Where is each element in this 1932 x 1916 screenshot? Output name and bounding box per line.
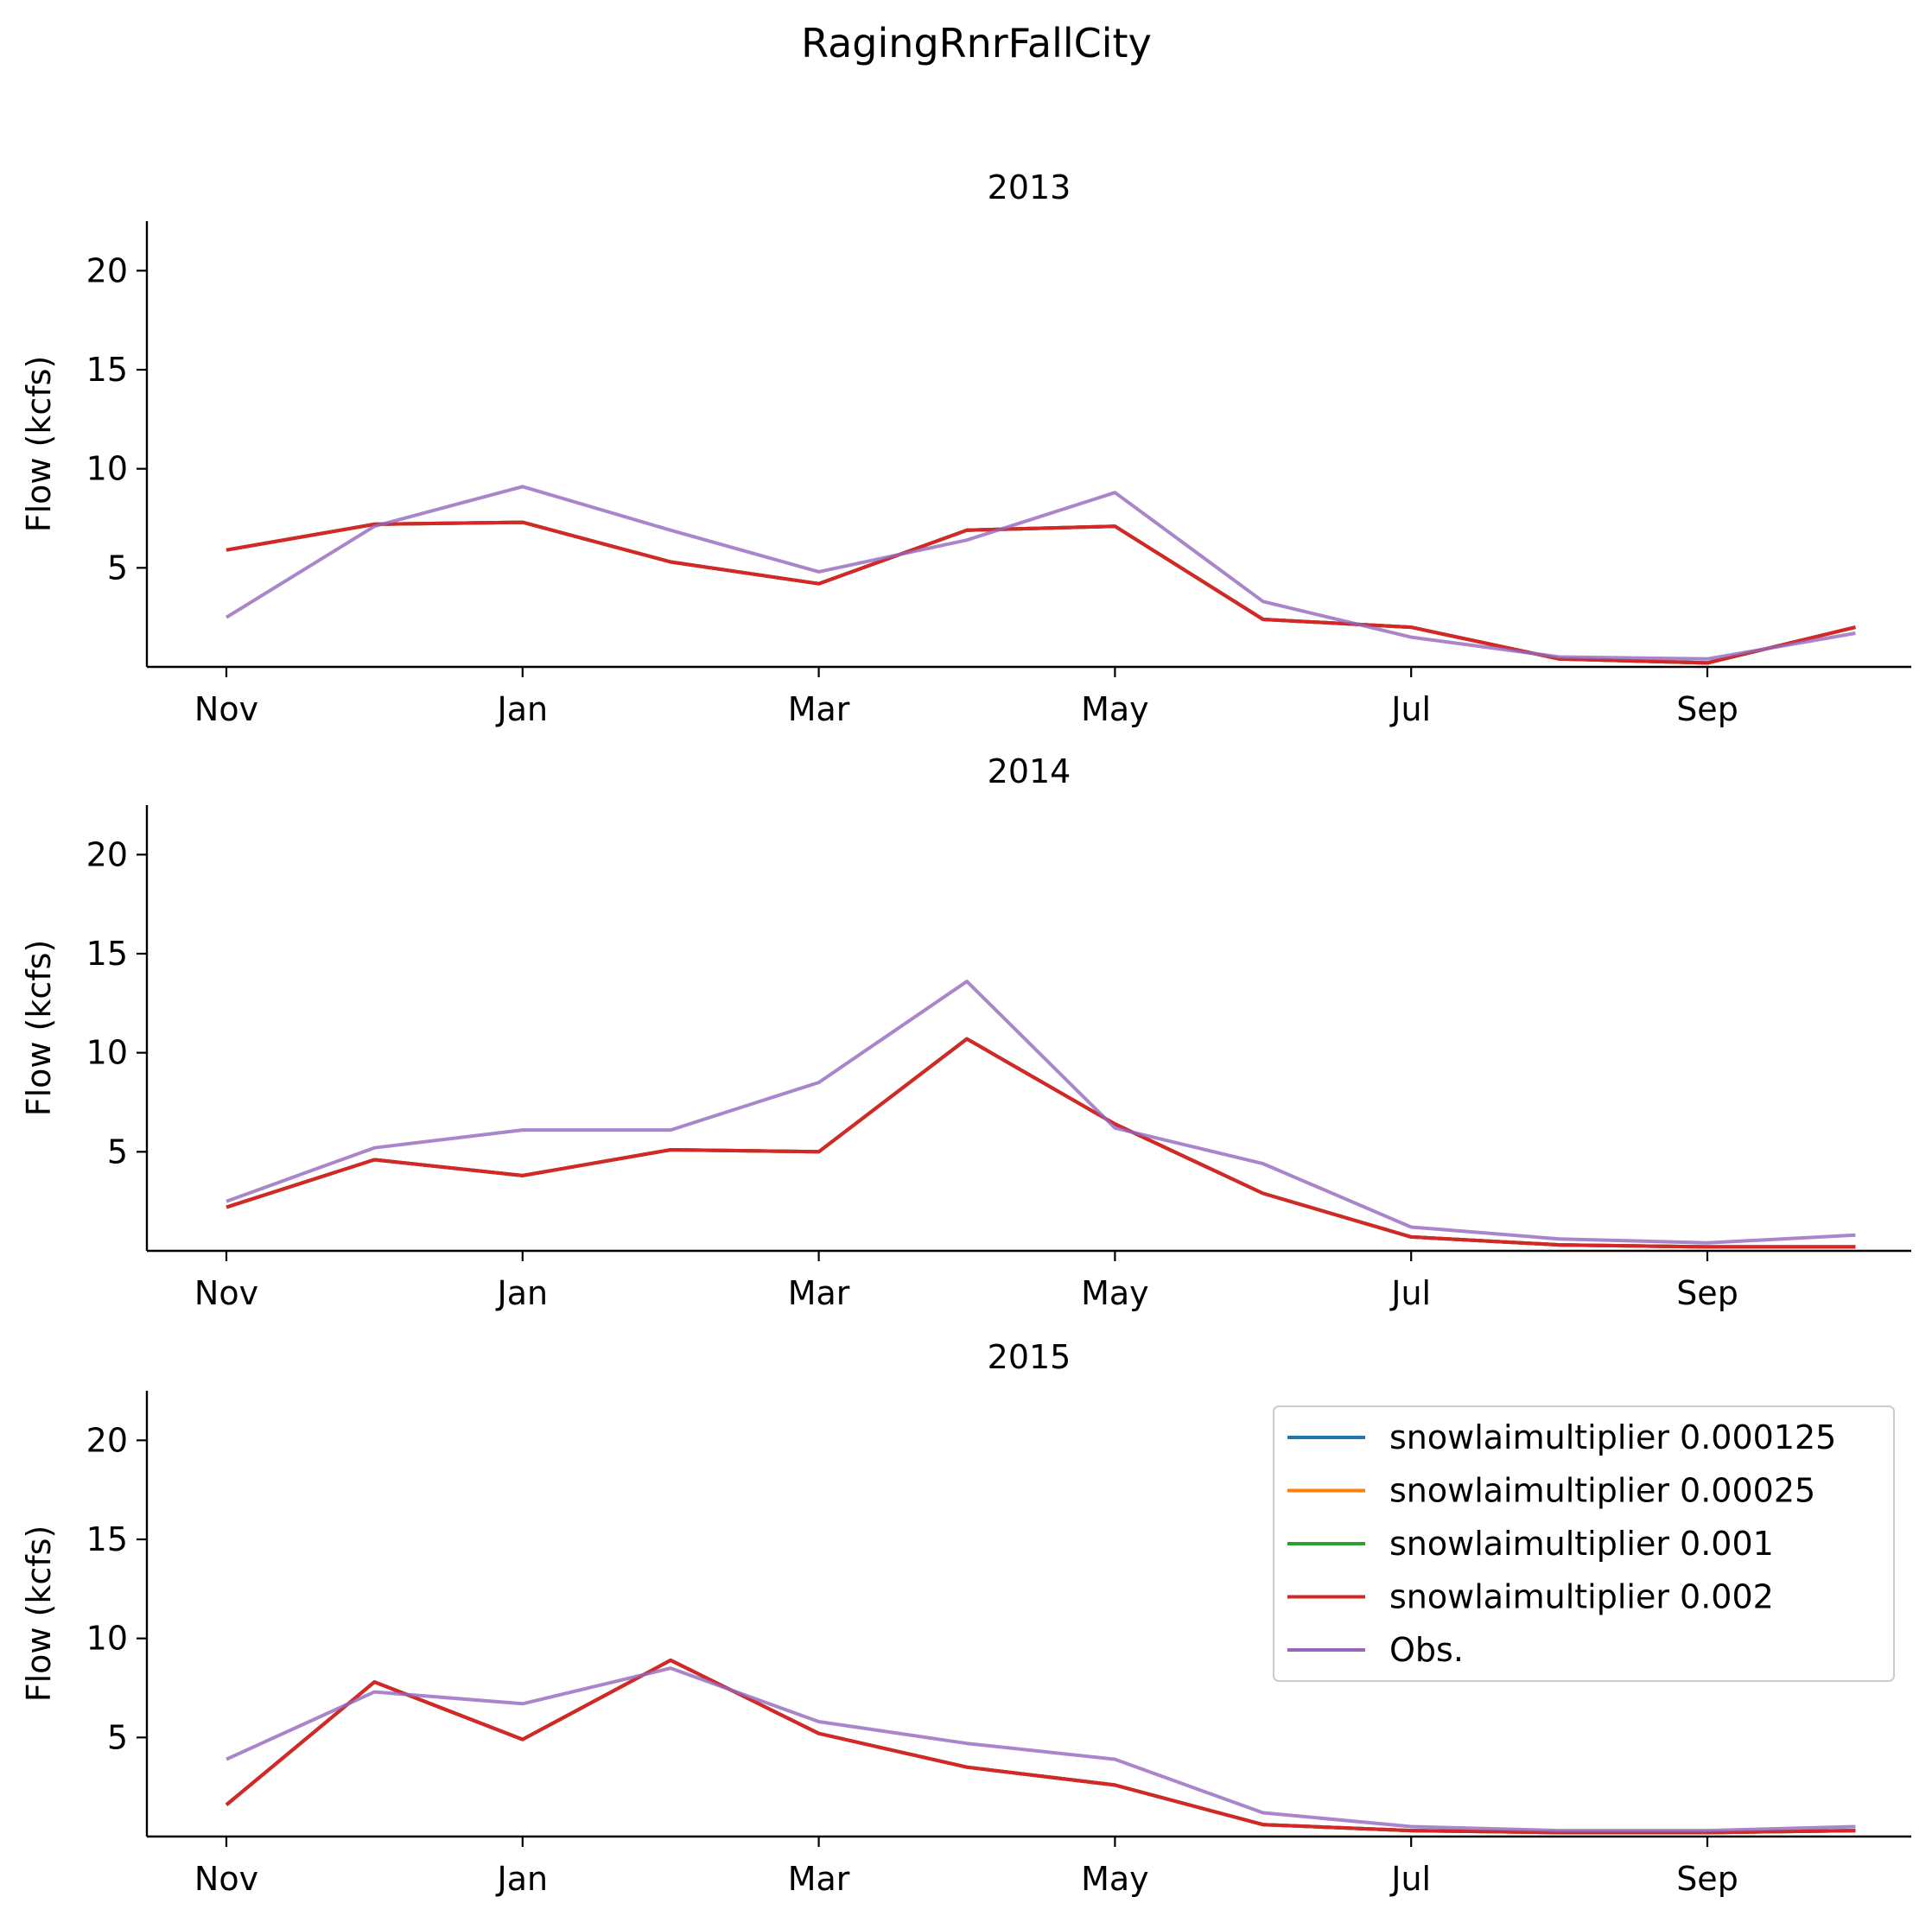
x-tick-label: May [1081, 1274, 1149, 1312]
x-tick-label: Sep [1676, 1274, 1738, 1312]
x-tick-label: Jul [1389, 1274, 1431, 1312]
legend-frame [1273, 1405, 1895, 1682]
x-tick-label: Mar [788, 1274, 850, 1312]
x-tick-label: May [1081, 690, 1149, 728]
series-line-1 [226, 1037, 1856, 1249]
figure-title: RagingRnrFallCity [801, 20, 1152, 67]
y-tick-label: 5 [107, 1132, 128, 1171]
legend-label: snowlaimultiplier 0.001 [1389, 1525, 1774, 1563]
y-tick-label: 20 [86, 1421, 128, 1459]
series-line-3 [226, 520, 1856, 665]
x-tick-label: Jul [1389, 690, 1431, 728]
x-tick-label: Nov [194, 1274, 258, 1312]
subplot-title: 2013 [988, 168, 1071, 206]
x-tick-label: Nov [194, 1860, 258, 1898]
subplot-title: 2015 [988, 1338, 1071, 1376]
subplot-title: 2014 [988, 752, 1071, 790]
x-tick-label: Sep [1676, 1860, 1738, 1898]
y-tick-label: 15 [86, 935, 128, 973]
legend-label: snowlaimultiplier 0.000125 [1389, 1418, 1836, 1456]
subplot-2: 2015 Flow (kcfs) 5 10 15 20 Nov Jan Mar May Jul Sep… [20, 1338, 1911, 1898]
y-tick-label: 10 [86, 1034, 128, 1072]
series-line-2 [225, 1658, 1856, 1835]
legend-label: snowlaimultiplier 0.002 [1389, 1578, 1774, 1616]
y-tick-label: 10 [86, 1620, 128, 1658]
legend: snowlaimultiplier 0.000125 snowlaimultipl… [1273, 1405, 1895, 1682]
x-tick-label: Mar [788, 690, 850, 728]
series-line-0 [226, 1037, 1856, 1249]
y-axis-label: Flow (kcfs) [20, 356, 58, 533]
series-line-2 [226, 520, 1856, 665]
y-tick-label: 20 [86, 251, 128, 289]
x-tick-label: Jan [496, 1274, 549, 1312]
x-tick-label: Jan [496, 1860, 549, 1898]
series-line-2 [226, 1037, 1856, 1249]
y-tick-label: 20 [86, 835, 128, 873]
x-tick-label: Jan [496, 690, 549, 728]
y-axis-label: Flow (kcfs) [20, 1526, 58, 1703]
x-tick-label: Nov [194, 690, 258, 728]
x-tick-label: Jul [1389, 1860, 1431, 1898]
series-line-0 [225, 1658, 1856, 1835]
series-line-1 [226, 520, 1856, 665]
series-line-1 [225, 1658, 1856, 1835]
y-tick-label: 15 [86, 351, 128, 389]
legend-label: Obs. [1389, 1631, 1464, 1669]
y-tick-label: 15 [86, 1520, 128, 1558]
series-line-3 [225, 1658, 1856, 1835]
y-tick-label: 5 [107, 1718, 128, 1756]
subplot-1: 2014 Flow (kcfs) 5 10 15 20 Nov Jan Mar May Jul Sep [20, 752, 1911, 1312]
y-tick-label: 5 [107, 549, 128, 587]
panels: 2013 Flow (kcfs) 5 10 15 20 Nov Jan Mar May Jul Sep… [20, 168, 1911, 1898]
series-line-0 [226, 520, 1856, 665]
subplot-0: 2013 Flow (kcfs) 5 10 15 20 Nov Jan Mar May Jul Sep [20, 168, 1911, 728]
y-tick-label: 10 [86, 450, 128, 488]
x-tick-label: May [1081, 1860, 1149, 1898]
series-line-3 [226, 1037, 1856, 1249]
legend-label: snowlaimultiplier 0.00025 [1389, 1472, 1815, 1510]
x-tick-label: Mar [788, 1860, 850, 1898]
y-axis-label: Flow (kcfs) [20, 940, 58, 1117]
series-line-4 [225, 485, 1856, 661]
series-line-4 [226, 1666, 1856, 1833]
series-line-4 [226, 980, 1856, 1245]
x-tick-label: Sep [1676, 690, 1738, 728]
